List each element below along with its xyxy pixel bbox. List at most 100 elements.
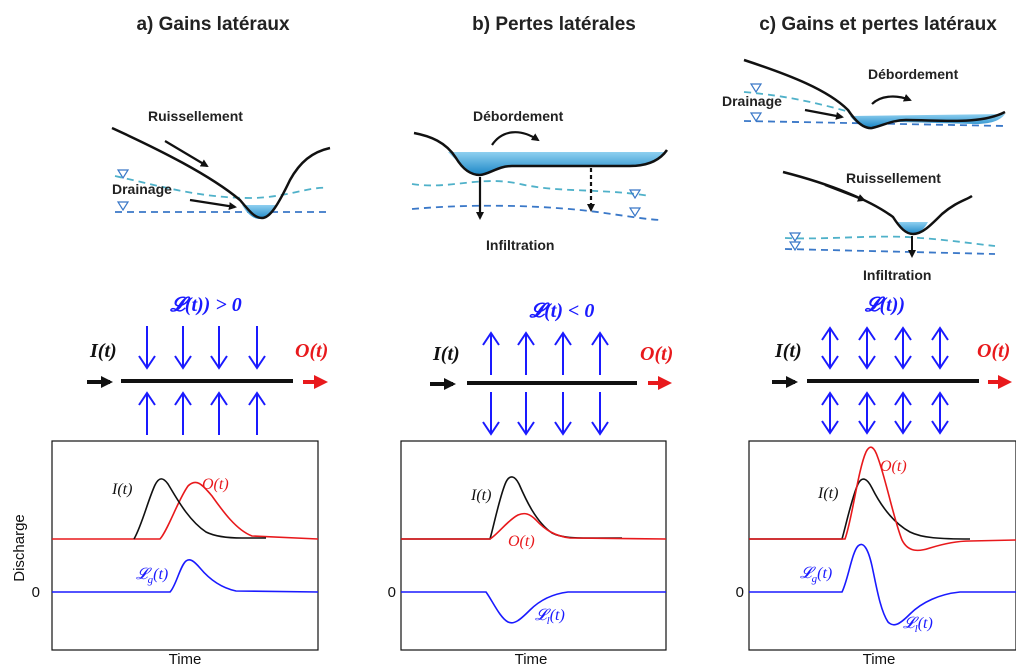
panel-a-hydrograph: I(t) O(t) 𝓛g(t) 0 Time Discharge	[11, 440, 319, 668]
lateral-loss-label: 𝓛l(t)	[903, 615, 933, 635]
sketch-label: Ruissellement	[846, 170, 941, 186]
lateral-inflow-arrow	[210, 392, 228, 436]
drainage-arrow	[189, 198, 237, 211]
lateral-loss-arrow	[517, 391, 535, 435]
flux-label: 𝓛(t))	[864, 294, 905, 316]
lateral-exchange-arrow	[931, 327, 949, 369]
lateral-exchange-arrow	[821, 392, 839, 434]
zero-label: 0	[736, 584, 744, 601]
sketch-label: Débordement	[868, 66, 959, 82]
runoff-arrow	[824, 183, 866, 202]
groundwater-line	[743, 120, 1006, 127]
water-table-icon	[749, 83, 763, 94]
outflow-label: O(t)	[640, 343, 673, 365]
x-axis-label: Time	[515, 651, 548, 668]
inflow-curve-label: I(t)	[470, 487, 491, 504]
outflow-label: O(t)	[295, 340, 328, 362]
plot-frame	[51, 440, 319, 651]
lateral-inflow-arrow	[248, 392, 266, 436]
plot-frame	[400, 440, 667, 651]
panel-c-sketch-top: Débordement Drainage	[722, 58, 1006, 130]
groundwater-line	[784, 235, 996, 247]
lateral-exchange-arrow	[894, 327, 912, 369]
lateral-exchange-arrow	[894, 392, 912, 434]
overflow-arrow	[871, 94, 912, 105]
panel-c-flux-schematic: 𝓛(t)) I(t) O(t)	[772, 294, 1012, 434]
inflow-label: I(t)	[89, 340, 117, 362]
water-table-icon	[788, 232, 802, 243]
x-axis-label: Time	[863, 651, 896, 668]
lateral-inflow-arrow	[138, 325, 156, 369]
water-table-icon	[628, 189, 642, 200]
lateral-gain-label: 𝓛g(t)	[800, 565, 832, 585]
water-table-icon	[116, 201, 130, 212]
sketch-label: Drainage	[112, 181, 172, 197]
lateral-exchange-curve	[749, 543, 1016, 626]
lateral-loss-curve	[401, 591, 666, 624]
lateral-exchange-arrow	[858, 327, 876, 369]
groundwater-line	[743, 91, 851, 113]
lateral-loss-arrow	[482, 332, 500, 376]
lateral-loss-arrow	[482, 391, 500, 435]
outflow-curve	[401, 512, 667, 540]
lateral-curve-label: 𝓛g(t)	[136, 566, 168, 586]
outflow-curve-label: O(t)	[880, 458, 907, 475]
river-water	[448, 152, 665, 175]
lateral-inflow-arrow	[138, 392, 156, 436]
inflow-curve-label: I(t)	[817, 485, 838, 502]
panel-c-hydrograph: I(t) O(t) 𝓛g(t) 𝓛l(t) 0 Time	[736, 440, 1016, 668]
y-axis-label: Discharge	[11, 514, 28, 582]
water-table-icon	[116, 169, 130, 180]
channel-profile	[413, 131, 669, 177]
lateral-loss-arrow	[591, 391, 609, 435]
lateral-exchange-arrow	[931, 392, 949, 434]
drainage-arrow	[804, 108, 844, 120]
plot-frame	[748, 440, 1016, 651]
panel-a-flux-schematic: 𝓛(t)) > 0 I(t) O(t)	[87, 294, 328, 436]
channel-profile	[111, 126, 331, 220]
lateral-inflow-arrow	[174, 325, 192, 369]
inflow-curve-label: I(t)	[111, 481, 132, 498]
water-table-icon	[628, 207, 642, 218]
sketch-label: Drainage	[722, 93, 782, 109]
panel-c: c) Gains et pertes latéraux Débordement …	[722, 14, 1016, 668]
zero-label: 0	[388, 584, 396, 601]
outflow-curve	[52, 481, 319, 540]
inflow-curve	[401, 476, 622, 540]
panel-b-hydrograph: I(t) O(t) 𝓛l(t) 0 Time	[388, 440, 667, 668]
outflow-curve-label: O(t)	[508, 533, 535, 550]
groundwater-line	[784, 248, 996, 255]
panel-a: a) Gains latéraux Ruissellement Drainage…	[11, 14, 331, 668]
lateral-gain-curve	[52, 559, 319, 593]
lateral-inflow-arrow	[248, 325, 266, 369]
panel-c-sketch-bottom: Ruissellement Infiltration	[782, 170, 996, 283]
lateral-exchange-arrow	[821, 327, 839, 369]
lateral-loss-arrow	[554, 332, 572, 376]
runoff-arrow	[164, 140, 209, 168]
inflow-label: I(t)	[774, 340, 802, 362]
inflow-label: I(t)	[432, 343, 460, 365]
channel-profile	[743, 58, 1006, 130]
sketch-label: Débordement	[473, 108, 564, 124]
lateral-loss-arrow	[591, 332, 609, 376]
sketch-label: Infiltration	[486, 237, 554, 253]
outflow-curve-label: O(t)	[202, 476, 229, 493]
water-table-icon	[749, 112, 763, 123]
lateral-exchange-arrow	[858, 392, 876, 434]
panel-b-title: b) Pertes latérales	[472, 14, 636, 35]
groundwater-line	[411, 204, 661, 221]
lateral-inflow-arrow	[174, 392, 192, 436]
lateral-inflow-arrow	[210, 325, 228, 369]
lateral-curve-label: 𝓛l(t)	[535, 607, 565, 627]
flux-label: 𝓛(t) < 0	[529, 300, 595, 322]
panel-b-sketch: Débordement Infiltration	[411, 108, 669, 253]
panel-a-sketch: Ruissellement Drainage	[111, 108, 331, 220]
groundwater-line	[114, 175, 329, 199]
flux-label: 𝓛(t)) > 0	[169, 294, 241, 316]
lateral-loss-arrow	[517, 332, 535, 376]
groundwater-line	[411, 180, 651, 197]
sketch-label: Ruissellement	[148, 108, 243, 124]
outflow-curve	[749, 446, 1016, 552]
panel-a-title: a) Gains latéraux	[136, 14, 290, 35]
inflow-curve	[133, 478, 266, 540]
